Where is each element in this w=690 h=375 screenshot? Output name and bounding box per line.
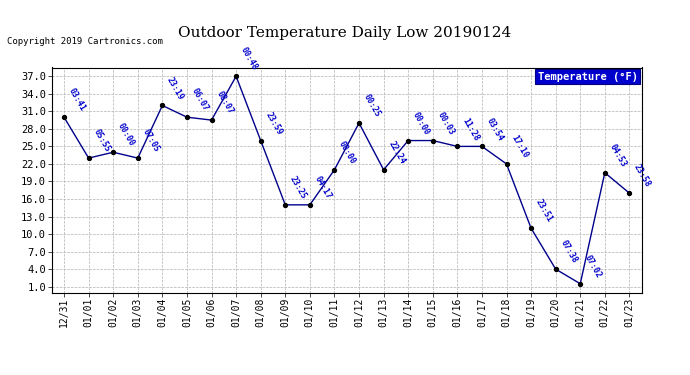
Text: 23:25: 23:25 bbox=[288, 174, 308, 201]
Point bbox=[575, 281, 586, 287]
Text: 00:00: 00:00 bbox=[337, 140, 357, 166]
Text: 04:17: 04:17 bbox=[313, 174, 333, 201]
Text: 07:02: 07:02 bbox=[583, 254, 603, 280]
Point bbox=[181, 114, 193, 120]
Point bbox=[427, 138, 438, 144]
Text: 00:48: 00:48 bbox=[239, 46, 259, 72]
Text: 23:59: 23:59 bbox=[264, 110, 284, 136]
Point bbox=[255, 138, 266, 144]
Text: 17:10: 17:10 bbox=[509, 134, 530, 160]
Text: 23:19: 23:19 bbox=[165, 75, 186, 101]
Point bbox=[403, 138, 414, 144]
Point bbox=[600, 170, 611, 176]
Text: Copyright 2019 Cartronics.com: Copyright 2019 Cartronics.com bbox=[7, 38, 163, 46]
Text: Temperature (°F): Temperature (°F) bbox=[538, 72, 638, 82]
Text: 22:24: 22:24 bbox=[386, 140, 406, 166]
Point bbox=[329, 167, 340, 173]
Point bbox=[501, 161, 512, 167]
Text: 08:07: 08:07 bbox=[215, 90, 235, 116]
Point bbox=[526, 225, 537, 231]
Text: 05:55: 05:55 bbox=[91, 128, 112, 154]
Point bbox=[476, 143, 487, 149]
Point bbox=[132, 155, 144, 161]
Text: 23:58: 23:58 bbox=[632, 163, 653, 189]
Text: 03:54: 03:54 bbox=[484, 116, 505, 142]
Point bbox=[353, 120, 364, 126]
Point bbox=[157, 102, 168, 108]
Text: Outdoor Temperature Daily Low 20190124: Outdoor Temperature Daily Low 20190124 bbox=[179, 26, 511, 40]
Text: 06:07: 06:07 bbox=[190, 87, 210, 113]
Text: 03:41: 03:41 bbox=[67, 87, 87, 113]
Point bbox=[108, 149, 119, 155]
Point bbox=[304, 202, 315, 208]
Text: 00:03: 00:03 bbox=[435, 110, 456, 136]
Text: 23:51: 23:51 bbox=[534, 198, 554, 224]
Text: 00:00: 00:00 bbox=[116, 122, 137, 148]
Text: 00:00: 00:00 bbox=[411, 110, 431, 136]
Point bbox=[452, 143, 463, 149]
Text: 00:25: 00:25 bbox=[362, 93, 382, 119]
Point bbox=[206, 117, 217, 123]
Point bbox=[624, 190, 635, 196]
Text: 07:38: 07:38 bbox=[558, 239, 579, 265]
Point bbox=[83, 155, 94, 161]
Text: 07:05: 07:05 bbox=[141, 128, 161, 154]
Text: 04:53: 04:53 bbox=[608, 142, 628, 168]
Text: 11:28: 11:28 bbox=[460, 116, 480, 142]
Point bbox=[59, 114, 70, 120]
Point bbox=[378, 167, 389, 173]
Point bbox=[279, 202, 290, 208]
Point bbox=[230, 73, 241, 79]
Point bbox=[550, 266, 561, 272]
